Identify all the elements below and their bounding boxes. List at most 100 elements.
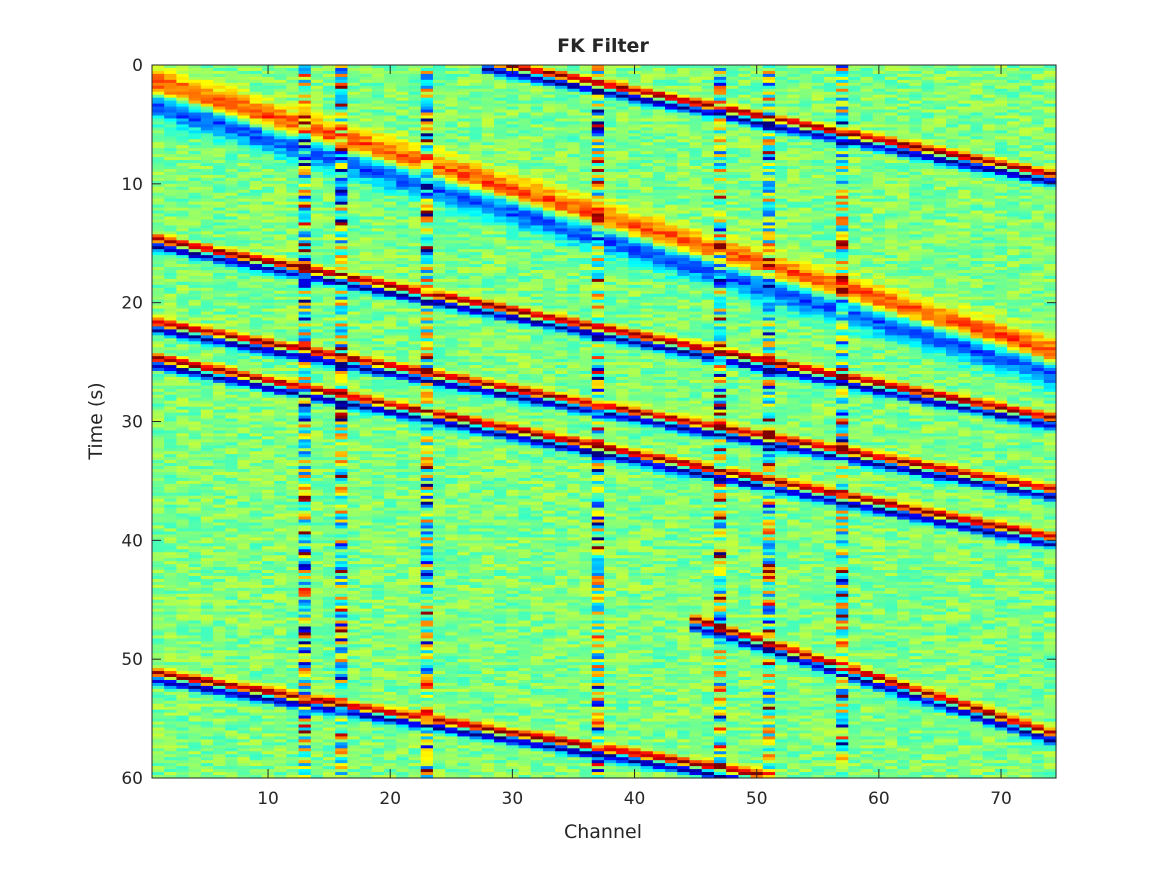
heatmap-cell <box>225 222 239 227</box>
heatmap-cell <box>188 412 202 417</box>
heatmap-cell <box>152 442 165 446</box>
heatmap-cell <box>176 195 190 200</box>
heatmap-cell <box>225 97 239 102</box>
heatmap-cell <box>176 561 190 565</box>
heatmap-cell <box>188 359 202 363</box>
heatmap-cell <box>152 207 165 212</box>
heatmap-cell <box>225 264 239 268</box>
heatmap-cell <box>164 201 178 206</box>
heatmap-cell <box>188 406 202 411</box>
heatmap-cell <box>152 186 165 191</box>
heatmap-cell <box>176 308 190 313</box>
heatmap-cell <box>200 157 214 161</box>
heatmap-cell <box>213 540 226 544</box>
heatmap-cell <box>176 290 190 295</box>
heatmap-cell <box>188 210 202 215</box>
heatmap-cell <box>176 207 190 212</box>
heatmap-cell <box>152 480 165 485</box>
heatmap-cell <box>164 522 178 527</box>
heatmap-cell <box>200 109 214 114</box>
heatmap-cell <box>176 498 190 503</box>
heatmap-cell <box>225 344 239 348</box>
heatmap-cell <box>152 264 165 268</box>
heatmap-cell <box>176 231 190 235</box>
heatmap-cell <box>164 394 178 399</box>
heatmap-cell <box>176 228 190 232</box>
heatmap-cell <box>152 70 165 75</box>
heatmap-cell <box>176 243 190 247</box>
heatmap-cell <box>164 769 178 773</box>
heatmap-cell <box>188 415 202 420</box>
heatmap-cell <box>152 400 165 405</box>
heatmap-cell <box>188 91 202 96</box>
heatmap-cell <box>164 216 178 221</box>
heatmap-cell <box>188 234 202 238</box>
heatmap-cell <box>188 130 202 134</box>
heatmap-cell <box>213 739 226 743</box>
heatmap-cell <box>213 139 226 143</box>
heatmap-cell <box>213 656 226 660</box>
heatmap-cell <box>176 157 190 161</box>
heatmap-cell <box>152 703 165 708</box>
heatmap-cell <box>152 287 165 292</box>
heatmap-cell <box>188 772 202 776</box>
heatmap-cell <box>213 269 226 274</box>
heatmap-cell <box>152 347 165 351</box>
heatmap-cell <box>164 406 178 411</box>
heatmap-cell <box>188 261 202 265</box>
heatmap-cell <box>200 418 214 423</box>
heatmap-cell <box>200 679 214 684</box>
heatmap-cell <box>200 531 214 535</box>
heatmap-cell <box>176 614 190 619</box>
heatmap-cell <box>164 133 178 137</box>
heatmap-cell <box>213 391 226 396</box>
heatmap-cell <box>164 706 178 711</box>
heatmap-cell <box>176 382 190 387</box>
heatmap-cell <box>164 332 178 336</box>
heatmap-cell <box>176 739 190 743</box>
heatmap-cell <box>152 275 165 280</box>
heatmap-cell <box>176 718 190 723</box>
heatmap-cell <box>164 739 178 743</box>
heatmap-cell <box>225 124 239 128</box>
heatmap-cell <box>152 82 165 87</box>
heatmap-cell <box>225 305 239 310</box>
heatmap-cell <box>200 219 214 224</box>
heatmap-cell <box>200 671 214 675</box>
heatmap-cell <box>200 489 214 494</box>
heatmap-cell <box>164 317 178 322</box>
heatmap-cell <box>176 171 190 176</box>
heatmap-cell <box>213 650 226 654</box>
heatmap-cell <box>213 130 226 134</box>
heatmap-cell <box>200 534 214 538</box>
heatmap-cell <box>213 430 226 434</box>
heatmap-cell <box>213 724 226 729</box>
heatmap-cell <box>176 507 190 512</box>
heatmap-cell <box>176 186 190 191</box>
heatmap-cell <box>225 341 239 345</box>
heatmap-cell <box>213 555 226 559</box>
heatmap-cell <box>213 766 226 770</box>
heatmap-cell <box>200 397 214 402</box>
heatmap-cell <box>200 445 214 449</box>
heatmap-cell <box>213 620 226 625</box>
heatmap-cell <box>200 201 214 206</box>
heatmap-cell <box>188 391 202 396</box>
heatmap-cell <box>152 659 165 663</box>
heatmap-cell <box>176 540 190 544</box>
heatmap-cell <box>200 275 214 280</box>
heatmap-cell <box>152 534 165 538</box>
heatmap-cell <box>176 94 190 99</box>
heatmap-cell <box>213 302 226 307</box>
heatmap-cell <box>176 353 190 357</box>
heatmap-cell <box>164 166 178 170</box>
heatmap-cell <box>152 427 165 432</box>
heatmap-cell <box>200 558 214 562</box>
heatmap-cell <box>213 596 226 601</box>
heatmap-cell <box>188 272 202 277</box>
heatmap-cell <box>213 329 226 333</box>
heatmap-cell <box>176 139 190 143</box>
heatmap-cell <box>213 243 226 247</box>
heatmap-cell <box>164 85 178 90</box>
heatmap-cell <box>213 142 226 146</box>
